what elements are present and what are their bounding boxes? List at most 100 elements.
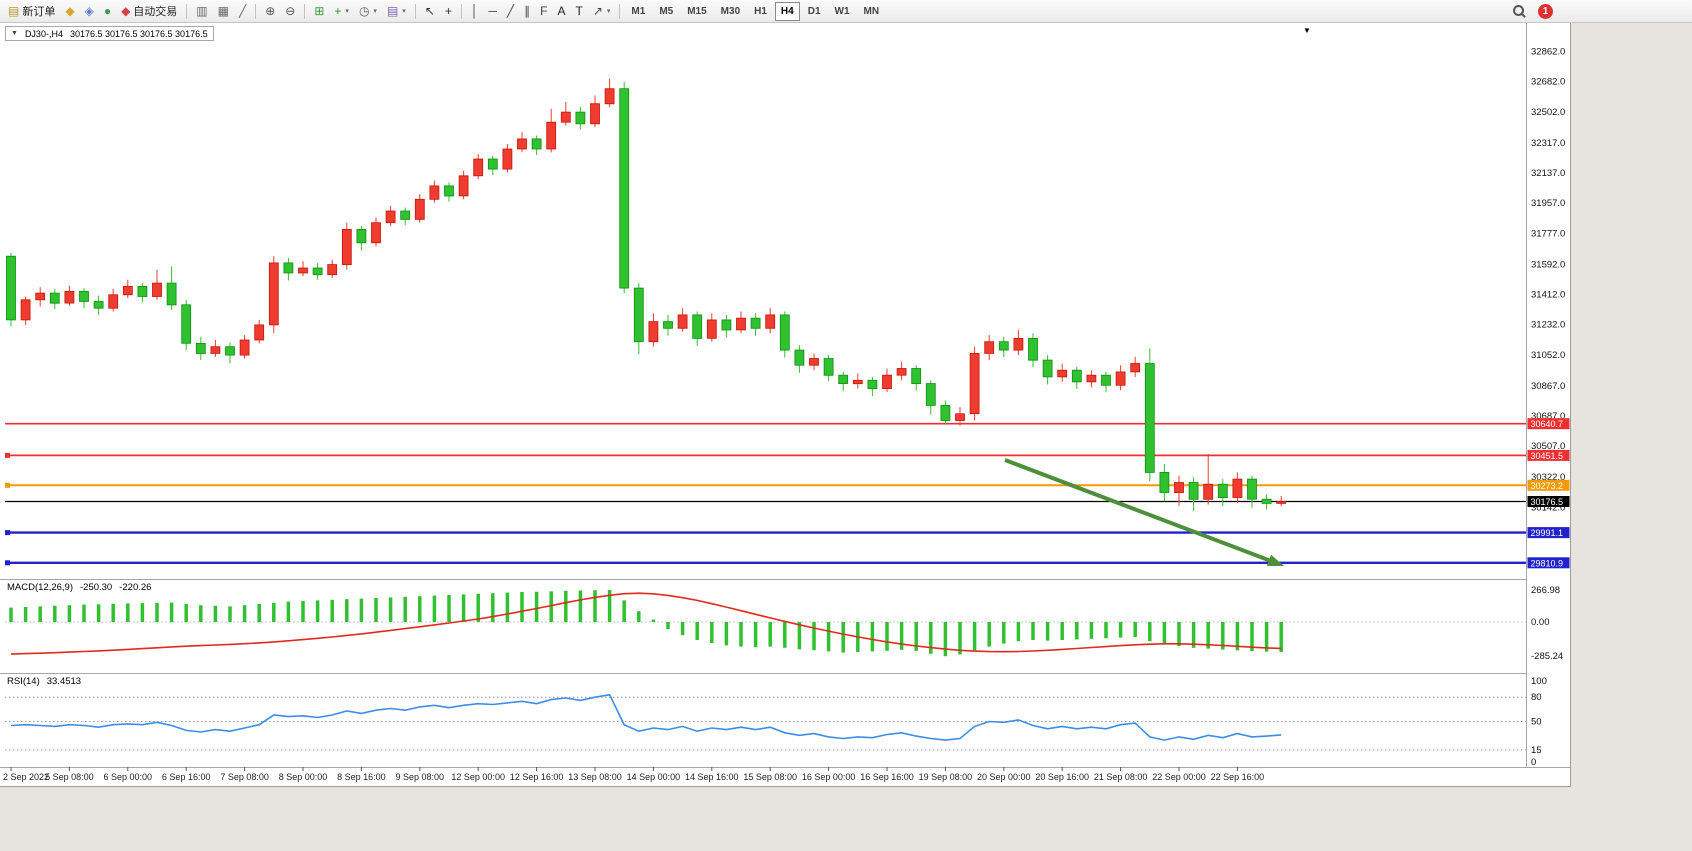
- new-order-icon: ▤: [8, 4, 20, 18]
- autotrading-icon: ◆: [121, 4, 131, 18]
- arrow-tool-icon: ↗: [592, 4, 603, 18]
- svg-text:30451.5: 30451.5: [1531, 451, 1564, 461]
- new-order-button-label: 新订单: [22, 6, 56, 18]
- time-label: 12 Sep 00:00: [451, 772, 505, 782]
- hline-handle[interactable]: [5, 452, 10, 458]
- time-label: 16 Sep 16:00: [860, 772, 914, 782]
- timeframe-h1[interactable]: H1: [754, 5, 767, 17]
- time-label: 14 Sep 16:00: [685, 772, 739, 782]
- new-order-button[interactable]: ▤ 新订单: [3, 0, 60, 22]
- scroll-to-end-marker[interactable]: ▼: [1303, 26, 1311, 35]
- tile-windows-icon: ⊞: [314, 4, 325, 18]
- terminal-button[interactable]: ●: [99, 2, 116, 20]
- svg-text:31052.0: 31052.0: [1531, 350, 1565, 361]
- crosshair-icon: +: [444, 4, 452, 18]
- chart-bars-button[interactable]: ▥: [191, 2, 212, 20]
- svg-text:80: 80: [1531, 692, 1542, 703]
- zoom-in-button[interactable]: ⊕: [260, 2, 280, 20]
- svg-text:30273.2: 30273.2: [1531, 481, 1564, 491]
- chart-window[interactable]: 32862.0 32682.0 32502.0 32317.0 32137.0 31957…: [0, 23, 1571, 787]
- time-label: 21 Sep 08:00: [1094, 772, 1148, 782]
- svg-text:32137.0: 32137.0: [1531, 168, 1565, 179]
- svg-text:29810.9: 29810.9: [1531, 558, 1564, 568]
- arrows-button[interactable]: ↗ ▾: [588, 2, 616, 20]
- templates-button[interactable]: ▤ ▾: [382, 2, 411, 20]
- time-label: 13 Sep 08:00: [568, 772, 622, 782]
- time-label: 19 Sep 08:00: [919, 772, 973, 782]
- hline-handle[interactable]: [5, 530, 10, 536]
- timeframe-m15[interactable]: M15: [687, 5, 707, 17]
- chart-candles-button[interactable]: ▦: [213, 2, 234, 20]
- vertical-line-icon: │: [470, 4, 479, 18]
- market-watch-icon: ◆: [65, 4, 75, 18]
- autotrading-button[interactable]: ◆ 自动交易: [116, 0, 182, 22]
- vertical-line-button[interactable]: │: [466, 2, 484, 20]
- toolbar: ▤ 新订单 ◆ ◈ ● ◆ 自动交易 ▥ ▦ ╱ ⊕ ⊖ ⊞ + ▾ ◷ ▾ ▤ ▾ ↖ + │ ─ ╱ ∥ F A T ↗ ▾ M1 M5 M…: [0, 0, 1692, 23]
- candles[interactable]: [6, 78, 1287, 512]
- fibonacci-button[interactable]: F: [535, 2, 552, 20]
- time-label: 8 Sep 16:00: [337, 772, 386, 782]
- macd-title: MACD(12,26,9): [7, 582, 73, 593]
- zoom-out-icon: ⊖: [285, 4, 296, 18]
- navigator-button[interactable]: ◈: [80, 2, 99, 20]
- toolbar-items: ▤ 新订单 ◆ ◈ ● ◆ 自动交易 ▥ ▦ ╱ ⊕ ⊖ ⊞ + ▾ ◷ ▾ ▤ ▾ ↖ + │ ─ ╱ ∥ F A T ↗ ▾ M1 M5 M…: [3, 0, 886, 22]
- price-tag-30451.5: [1527, 449, 1570, 461]
- trend-arrow[interactable]: [1004, 458, 1276, 565]
- notifications-badge[interactable]: 1: [1538, 3, 1553, 19]
- timeframe-d1[interactable]: D1: [807, 5, 821, 17]
- time-label: 14 Sep 00:00: [627, 772, 681, 782]
- toolbar-separator: [304, 3, 306, 19]
- autotrading-button-label: 自动交易: [133, 6, 178, 18]
- timeframe-h4[interactable]: H4: [774, 1, 800, 21]
- crosshair-button[interactable]: +: [440, 2, 457, 20]
- price-tag-29991.1: [1527, 527, 1570, 539]
- chart-canvas[interactable]: 32862.0 32682.0 32502.0 32317.0 32137.0 31957…: [0, 23, 1570, 786]
- text-icon: A: [557, 4, 566, 18]
- timeframe-m30[interactable]: M30: [720, 5, 741, 17]
- rsi-header: RSI(14) 33.4513: [7, 676, 81, 687]
- search-icon[interactable]: [1512, 4, 1526, 18]
- search-icon-circle: [1513, 5, 1524, 16]
- time-label: 16 Sep 00:00: [802, 772, 856, 782]
- tile-windows-button[interactable]: ⊞: [309, 2, 329, 20]
- price-tag-30640.7: [1527, 418, 1570, 430]
- market-watch-button[interactable]: ◆: [60, 2, 79, 20]
- timeframe-w1[interactable]: W1: [834, 5, 850, 17]
- bar-chart-icon: ▥: [196, 4, 208, 18]
- zoom-in-icon: ⊕: [265, 4, 276, 18]
- timeframe-m1[interactable]: M1: [631, 5, 646, 17]
- toolbar-separator: [619, 3, 621, 19]
- svg-text:30322.0: 30322.0: [1531, 472, 1565, 483]
- zoom-out-button[interactable]: ⊖: [280, 2, 300, 20]
- time-label: 22 Sep 00:00: [1152, 772, 1206, 782]
- macd-value-signal: -220.26: [119, 582, 152, 593]
- chart-collapse-arrow[interactable]: ▼: [11, 30, 18, 37]
- trend-arrow-head: [1266, 554, 1284, 566]
- chevron-down-icon: ▾: [345, 8, 349, 15]
- chart-line-button[interactable]: ╱: [234, 2, 251, 20]
- cursor-button[interactable]: ↖: [420, 2, 440, 20]
- horizontal-line-icon: ─: [488, 4, 497, 18]
- horizontal-line-button[interactable]: ─: [483, 2, 502, 20]
- price-axis[interactable]: [1527, 23, 1570, 767]
- chevron-down-icon: ▾: [402, 8, 406, 15]
- timeframe-mn[interactable]: MN: [863, 5, 880, 17]
- time-label: 5 Sep 08:00: [45, 772, 94, 782]
- text-button[interactable]: A: [552, 2, 570, 20]
- channel-button[interactable]: ∥: [519, 2, 535, 20]
- hline-handle[interactable]: [5, 560, 10, 566]
- svg-text:50: 50: [1531, 717, 1542, 728]
- line-chart-icon: ╱: [238, 4, 247, 18]
- timeframe-m5[interactable]: M5: [659, 5, 674, 17]
- time-label: 6 Sep 16:00: [162, 772, 211, 782]
- trendline-button[interactable]: ╱: [502, 2, 519, 20]
- periods-button[interactable]: ◷ ▾: [354, 2, 382, 20]
- svg-text:30640.7: 30640.7: [1531, 419, 1564, 429]
- label-button[interactable]: T: [570, 2, 587, 20]
- macd-header: MACD(12,26,9) -250.30 -220.26: [7, 582, 151, 593]
- toolbar-separator: [255, 3, 257, 19]
- svg-text:30142.0: 30142.0: [1531, 502, 1565, 513]
- svg-text:31232.0: 31232.0: [1531, 320, 1565, 331]
- hline-handle[interactable]: [5, 482, 10, 488]
- indicators-button[interactable]: + ▾: [329, 2, 354, 20]
